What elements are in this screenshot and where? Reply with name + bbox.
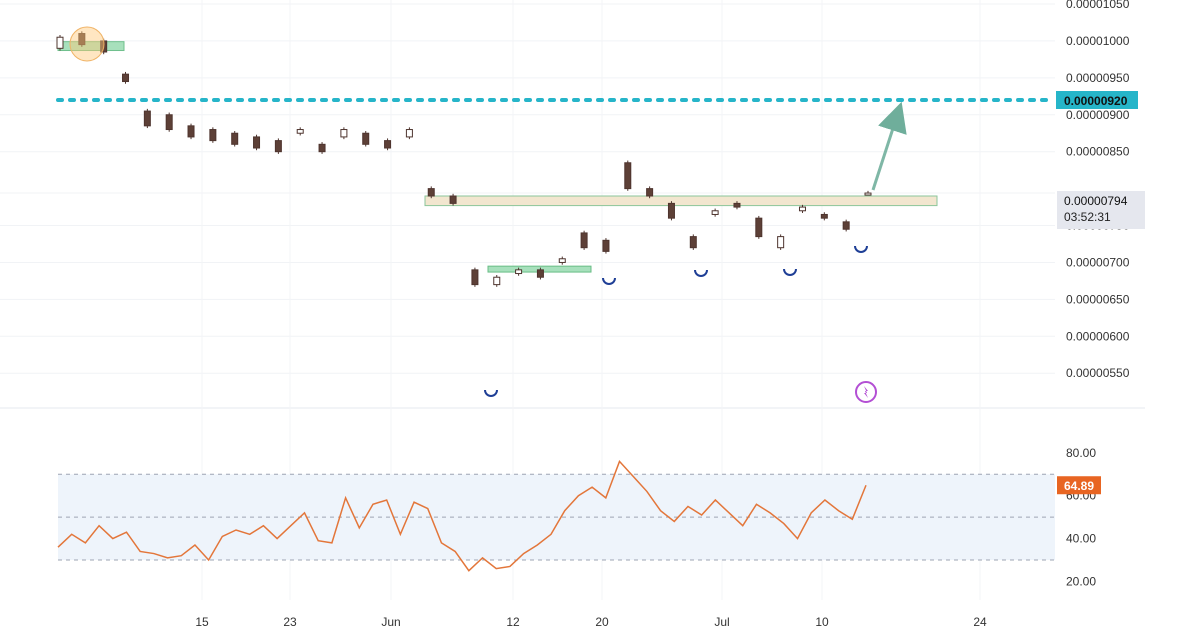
time-tick-label: 23 xyxy=(283,615,297,629)
candle-body xyxy=(231,132,239,145)
last-price-value: 0.00000794 xyxy=(1064,194,1128,208)
price-tick-label: 0.00000700 xyxy=(1066,255,1130,269)
candle-body xyxy=(471,269,479,286)
candle-body xyxy=(820,213,828,219)
candle-body xyxy=(624,162,632,190)
candle-body xyxy=(646,188,654,197)
candle-body xyxy=(56,36,64,49)
axis-labels: 0.00001050 0.00001000 0.00000950 0.00000900… xyxy=(195,0,1145,629)
candle-body xyxy=(667,202,675,219)
rsi-last-value: 64.89 xyxy=(1064,479,1094,493)
rsi-last-bg xyxy=(1057,476,1101,495)
candle-body xyxy=(143,110,151,127)
target-price-label-bg xyxy=(1056,91,1138,109)
candle-body xyxy=(165,114,173,131)
candle-body xyxy=(580,232,588,249)
candle-body xyxy=(209,129,217,142)
candle-body xyxy=(864,192,872,196)
time-tick-label: 12 xyxy=(506,615,520,629)
price-tick-label: 0.00000650 xyxy=(1066,292,1130,306)
time-tick-label: 20 xyxy=(595,615,609,629)
time-tick-label: Jun xyxy=(381,615,400,629)
target-arrow xyxy=(871,101,907,191)
candle-body xyxy=(711,210,719,215)
lightning-icon xyxy=(855,381,877,403)
candle-body xyxy=(602,239,610,252)
candle-body xyxy=(274,140,282,153)
candle-body xyxy=(340,129,348,138)
low-marker-arc xyxy=(854,245,868,253)
price-tick-label: 0.00001050 xyxy=(1066,0,1130,11)
price-tick-label: 0.00000900 xyxy=(1066,108,1130,122)
price-tick-label: 0.00000850 xyxy=(1066,145,1130,159)
candle-body xyxy=(318,143,326,153)
candle-body xyxy=(755,217,763,238)
resistance-zone xyxy=(424,195,938,207)
rsi-tick-label: 80.00 xyxy=(1066,446,1096,460)
time-tick-label: 10 xyxy=(815,615,829,629)
time-tick-label: 15 xyxy=(195,615,209,629)
candle-body xyxy=(733,202,741,208)
price-tick-label: 0.00000550 xyxy=(1066,366,1130,380)
candle-body xyxy=(536,269,544,278)
candle-body xyxy=(427,188,435,197)
time-tick-label: 24 xyxy=(973,615,987,629)
rsi-line xyxy=(57,460,867,572)
low-marker-arc xyxy=(694,269,708,277)
price-bands xyxy=(56,41,1054,273)
time-tick-label: Jul xyxy=(714,615,729,629)
last-price-bg xyxy=(1057,191,1145,229)
candle-body xyxy=(798,206,806,212)
candle-body xyxy=(777,236,785,249)
candle-body xyxy=(187,125,195,138)
candle-body xyxy=(449,195,457,204)
candle-body xyxy=(515,269,523,275)
price-tick-label: 0.00000600 xyxy=(1066,329,1130,343)
highlight-circle xyxy=(69,26,105,62)
low-marker-arc xyxy=(484,389,498,397)
rsi-pane xyxy=(57,460,1055,572)
candle-body xyxy=(253,136,261,149)
low-marker-arc xyxy=(783,268,797,276)
rsi-tick-label: 20.00 xyxy=(1066,574,1096,588)
candle-body xyxy=(558,258,566,263)
candle-body xyxy=(405,129,413,138)
candle-body xyxy=(384,140,392,149)
candle-body xyxy=(842,221,850,230)
candle-body xyxy=(493,276,501,286)
candle-body xyxy=(296,129,304,134)
candle-body xyxy=(78,33,86,46)
lightning-icon-bolt xyxy=(864,386,868,398)
low-marker-arc xyxy=(602,277,616,285)
annotations xyxy=(69,26,907,403)
price-tick-label: 0.00000950 xyxy=(1066,71,1130,85)
price-tick-label: 0.00001000 xyxy=(1066,34,1130,48)
candle-body xyxy=(362,132,370,145)
target-price-label: 0.00000920 xyxy=(1064,94,1128,108)
rsi-tick-label: 40.00 xyxy=(1066,532,1096,546)
candle-body xyxy=(122,73,130,83)
candle-body xyxy=(689,236,697,249)
candles xyxy=(56,31,872,287)
last-price-countdown: 03:52:31 xyxy=(1064,210,1111,224)
